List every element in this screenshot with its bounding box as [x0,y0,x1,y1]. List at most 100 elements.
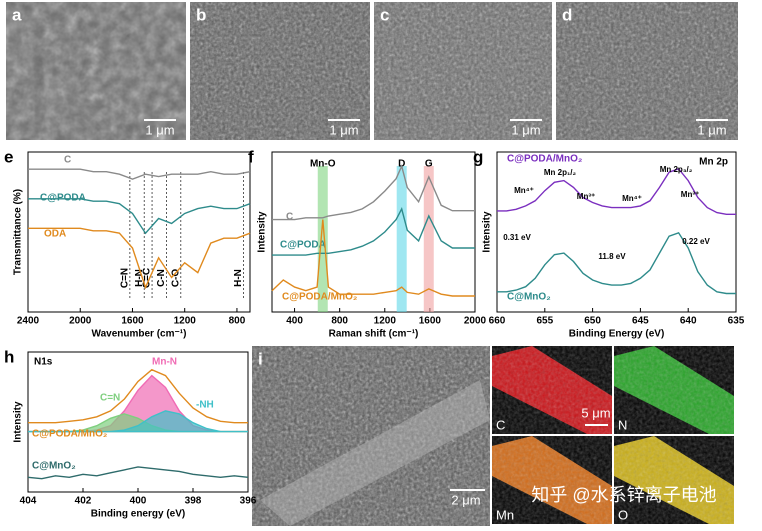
annotation: C-O [170,269,181,288]
charts: 2400 2000 1600 1200 800 Wavenumber (cm⁻¹) Tran… [4,147,745,519]
plot-frame [271,151,476,313]
series-line [28,368,248,424]
x-tick-label: 402 [75,496,92,507]
annotation: 11.8 eV [598,252,626,261]
x-tick-label: 650 [584,316,601,327]
plot-frame [496,151,737,313]
annotation: H-N [134,269,145,287]
x-axis-label: Raman shift (cm⁻¹) [329,329,419,340]
band [317,166,328,312]
series-label: C [286,212,293,223]
map-label: C [496,417,505,432]
x-tick-label: 400 [130,496,147,507]
peak-area [28,410,248,433]
y-axis-label: Intensity [257,211,268,253]
panel-label: b [196,5,206,24]
series-label: C@MnO₂ [32,461,76,472]
annotation: C=C [142,268,153,288]
band [396,166,407,312]
panel-label: a [12,5,22,24]
x-axis-label: Wavenumber (cm⁻¹) [92,329,187,340]
y-axis-label: Transmittance (%) [13,189,24,275]
x-tick-label: 1200 [174,316,197,327]
x-tick-label: 1600 [121,316,144,327]
annotation: Mn 2p₁/₂ [544,168,577,177]
series-label: C@PODA/MnO₂ [282,292,357,303]
panel-label: c [380,5,389,24]
scale-label: 1 μm [145,122,174,137]
band-label: Mn-O [310,159,336,170]
x-tick-label: 640 [680,316,697,327]
sem-texture [6,2,186,140]
chart-title: Mn 2p [699,157,728,168]
series-line [497,167,736,215]
map-noise [614,346,734,434]
panel-i: i 2 μm C N Mn O 5 μm 知乎 @水系锌离子电池 [252,346,734,526]
panel-label: f [248,147,254,166]
panel-label: h [4,347,14,366]
x-tick-label: 660 [489,316,506,327]
series-label: -NH [196,400,214,411]
x-tick-label: 400 [286,316,303,327]
band [423,166,434,312]
series-label: C@MnO₂ [507,292,551,303]
scale-label: 5 μm [581,405,610,420]
x-tick-label: 800 [331,316,348,327]
x-tick-label: 645 [632,316,649,327]
x-tick-label: 2000 [464,316,487,327]
scale-label: 1 μm [511,122,540,137]
panel-label: g [473,147,483,166]
map-label: Mn [496,507,514,522]
x-tick-label: 396 [240,496,257,507]
sem-row: a 1 μm b 1 μm c 1 μm d 1 μm [6,2,738,140]
band-label: D [398,159,405,170]
series-label: C@PODA/MnO₂ [507,154,582,165]
series-label: C [64,155,71,166]
map-noise [614,436,734,524]
map-label: O [618,507,628,522]
annotation: Mn⁴⁺ [622,194,642,203]
series-line [272,164,475,221]
y-axis-label: Intensity [482,211,493,253]
panel-label: e [4,147,13,166]
fiber [260,380,490,526]
series-line [271,219,475,297]
series-label: C@PODA [40,193,86,204]
annotation: C=N [119,268,130,288]
series-label: C@PODA/MnO₂ [32,429,107,440]
watermark: 知乎 @水系锌离子电池 [531,485,716,505]
series-label: C@PODA [280,240,326,251]
band-label: G [425,159,433,170]
annotation: 0.22 eV [682,237,710,246]
x-tick-label: 2400 [17,316,40,327]
annotation: Mn⁴⁺ [514,186,534,195]
plot-frame [27,151,251,313]
annotation: Mn³⁺ [577,192,595,201]
sem-texture [556,2,738,140]
map-label: N [618,417,627,432]
annotation: Mn³⁺ [681,190,699,199]
panel-label: d [562,5,572,24]
annotation: C-N [156,269,167,287]
series-line [272,206,475,256]
map-noise [492,346,612,434]
x-tick-label: 404 [20,496,37,507]
panel-label: i [258,349,263,368]
series-line [497,231,736,295]
scale-label: 1 μm [329,122,358,137]
x-axis-label: Binding Energy (eV) [569,329,665,340]
x-tick-label: 635 [728,316,745,327]
annotation: 0.31 eV [503,233,531,242]
x-tick-label: 2000 [69,316,92,327]
scale-label: 1 μm [697,122,726,137]
sem-texture [374,2,552,140]
x-tick-label: 655 [536,316,553,327]
x-tick-label: 800 [229,316,246,327]
chart-title: N1s [34,357,53,368]
series-line [28,198,251,235]
series-line [28,168,251,180]
series-label: C=N [100,393,120,404]
sem-texture [190,2,370,140]
series-line [28,227,251,290]
